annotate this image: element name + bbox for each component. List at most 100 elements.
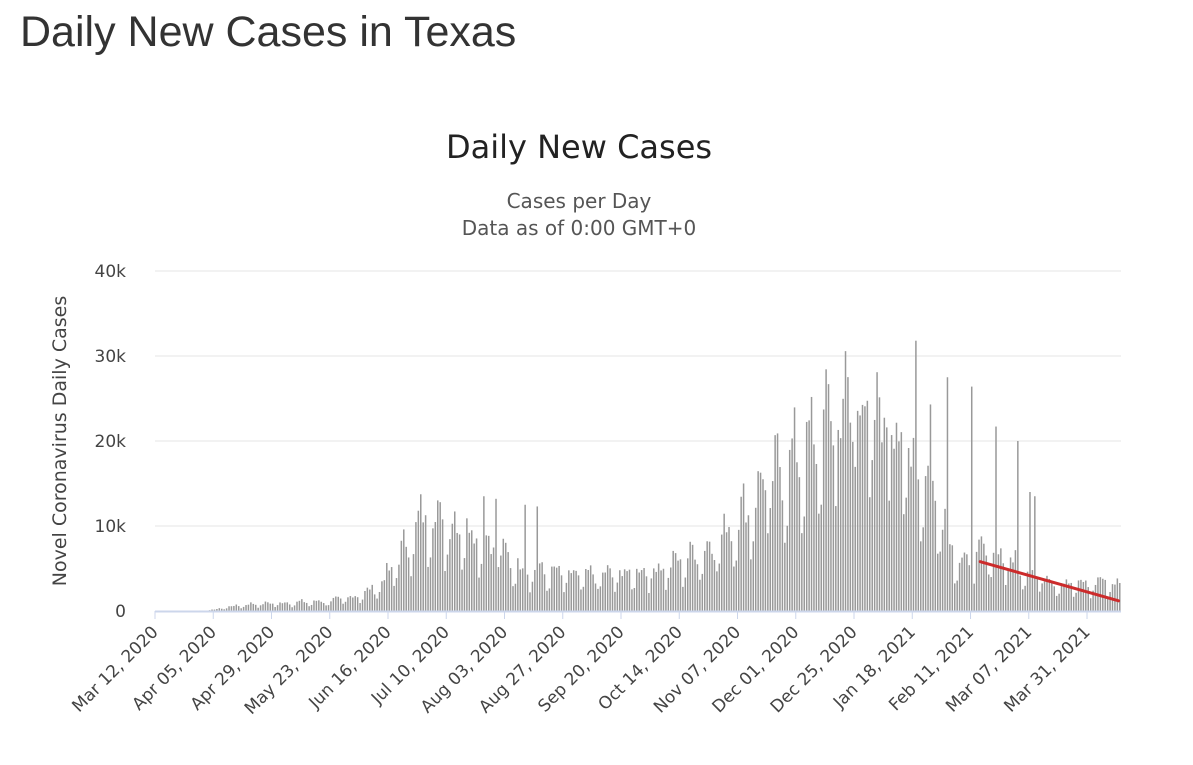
bar xyxy=(458,534,461,611)
bar xyxy=(963,552,966,611)
bar xyxy=(538,563,541,611)
bar xyxy=(832,445,835,611)
bar xyxy=(276,605,279,611)
bar xyxy=(359,603,361,611)
gridlines: 0 10k 20k 30k 40k xyxy=(95,262,1121,622)
bar xyxy=(313,600,315,611)
bar xyxy=(980,536,983,611)
bar xyxy=(961,557,963,611)
bar xyxy=(796,462,798,611)
bar xyxy=(670,567,672,611)
bar xyxy=(551,566,553,611)
bar xyxy=(643,568,645,611)
bar xyxy=(752,541,755,611)
bar xyxy=(514,583,517,611)
bar xyxy=(992,552,995,611)
bar xyxy=(869,497,871,611)
bar xyxy=(1070,582,1072,611)
bar xyxy=(526,574,529,611)
bar xyxy=(286,602,289,611)
bar xyxy=(779,467,781,611)
bar xyxy=(405,546,407,611)
bar xyxy=(631,589,633,611)
bar xyxy=(983,543,985,611)
bar xyxy=(771,481,774,611)
bar xyxy=(876,372,878,611)
bar xyxy=(218,608,221,611)
bar xyxy=(852,441,854,611)
bar xyxy=(890,435,893,611)
bar xyxy=(747,515,750,611)
bar xyxy=(873,419,876,611)
bar xyxy=(1043,581,1046,611)
bar xyxy=(1116,578,1119,611)
bar xyxy=(1089,598,1092,611)
bar xyxy=(446,554,449,611)
bar xyxy=(1046,575,1048,611)
bar xyxy=(592,574,594,611)
bar xyxy=(434,522,437,611)
bar xyxy=(415,522,417,611)
bar xyxy=(754,507,757,611)
bar xyxy=(536,506,539,611)
bar xyxy=(898,441,900,611)
bar xyxy=(599,586,602,611)
bar xyxy=(298,600,301,611)
bar xyxy=(762,479,764,611)
bar xyxy=(417,510,420,611)
bar xyxy=(441,519,444,611)
bar xyxy=(213,609,216,611)
bar xyxy=(995,426,997,611)
bar xyxy=(252,603,255,611)
bar xyxy=(1053,586,1055,611)
bar xyxy=(585,569,587,611)
bar xyxy=(327,605,330,611)
bar xyxy=(548,588,551,611)
bar xyxy=(259,605,262,611)
bar xyxy=(674,553,677,611)
bar xyxy=(240,608,242,611)
bar xyxy=(856,410,859,611)
bar xyxy=(859,415,861,611)
bar xyxy=(335,596,337,611)
bar xyxy=(691,544,694,611)
bar xyxy=(1002,563,1005,611)
bar xyxy=(604,572,606,611)
bar xyxy=(793,407,796,611)
bar xyxy=(475,538,478,611)
bar xyxy=(713,560,716,611)
bar xyxy=(371,584,373,611)
bar xyxy=(504,542,507,611)
bar xyxy=(1026,571,1029,611)
bar xyxy=(521,568,524,611)
bar xyxy=(381,581,383,611)
bar xyxy=(1087,587,1089,611)
bar xyxy=(342,603,344,611)
bar xyxy=(842,398,844,611)
bar xyxy=(774,435,776,611)
bar xyxy=(735,560,738,611)
bar xyxy=(449,539,451,611)
bar xyxy=(606,565,609,611)
bar xyxy=(230,606,233,611)
bar xyxy=(742,483,745,611)
bar xyxy=(1051,581,1053,611)
bar xyxy=(422,522,424,611)
bar xyxy=(893,448,895,611)
y-tick-label: 30k xyxy=(95,347,127,367)
y-tick-label: 0 xyxy=(115,602,126,622)
bar xyxy=(1038,591,1041,611)
bar xyxy=(500,555,502,611)
bar xyxy=(665,589,667,611)
bar xyxy=(281,603,284,611)
bar xyxy=(1009,557,1012,611)
bar xyxy=(1019,575,1022,611)
bar xyxy=(1094,584,1097,611)
trend-line xyxy=(978,560,1121,603)
bar xyxy=(679,559,682,611)
bar xyxy=(703,550,706,611)
bar xyxy=(689,541,691,611)
bar xyxy=(1004,584,1007,611)
bar xyxy=(1085,580,1087,611)
